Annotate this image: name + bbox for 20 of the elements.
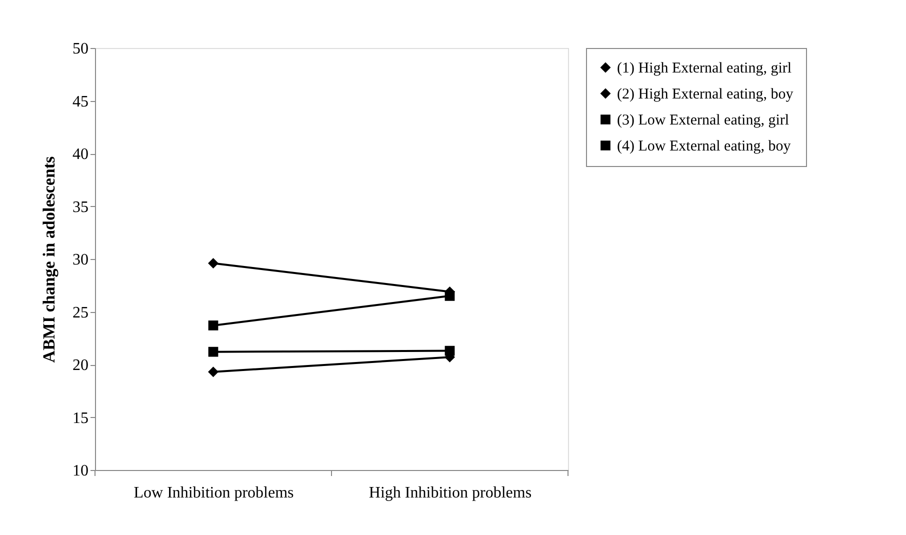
- legend-label: (1) High External eating, girl: [617, 60, 792, 76]
- legend-label: (4) Low External eating, boy: [617, 138, 792, 154]
- point: [208, 366, 218, 377]
- x-tick-label: High Inhibition problems: [368, 484, 532, 502]
- y-axis-title: ABMI change in adolescents: [40, 156, 58, 363]
- y-tick-label: 50: [72, 40, 88, 58]
- y-tick-label: 25: [72, 304, 88, 322]
- y-tick-label: 35: [72, 198, 88, 216]
- x-tick-label: Low Inhibition problems: [134, 484, 294, 502]
- y-tick-label: 20: [72, 357, 88, 374]
- y-tick-label: 10: [72, 462, 88, 480]
- legend-label: (3) Low External eating, girl: [617, 112, 790, 128]
- point: [208, 258, 218, 268]
- y-tick-label: 40: [72, 146, 88, 163]
- y-tick-label: 30: [72, 252, 88, 268]
- legend-label: (2) High External eating, boy: [617, 86, 794, 102]
- point: [208, 346, 218, 357]
- y-tick-label: 45: [72, 93, 88, 110]
- point: [208, 320, 218, 330]
- y-tick-label: 15: [72, 410, 88, 427]
